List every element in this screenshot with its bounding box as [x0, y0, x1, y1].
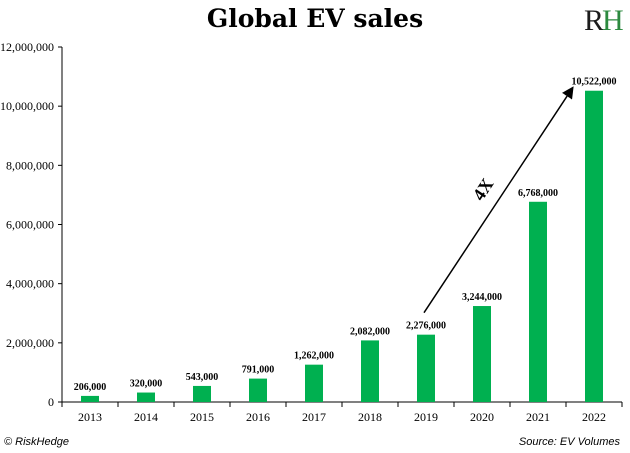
x-tick-label: 2022: [582, 410, 606, 424]
bar: [529, 201, 547, 402]
bar: [137, 392, 155, 402]
logo-letter-h: H: [602, 4, 624, 37]
data-label: 2,276,000: [406, 321, 446, 332]
y-tick-label: 2,000,000: [6, 336, 54, 350]
x-tick-label: 2018: [358, 410, 382, 424]
bar: [305, 364, 323, 402]
y-tick-label: 0: [48, 395, 54, 409]
y-tick-label: 8,000,000: [6, 158, 54, 172]
y-tick-label: 4,000,000: [6, 277, 54, 291]
bar: [361, 340, 379, 402]
data-label: 10,522,000: [572, 77, 617, 88]
riskhedge-logo: R H: [584, 4, 626, 38]
x-tick-label: 2016: [246, 410, 270, 424]
data-label: 791,000: [242, 365, 275, 376]
chart-title: Global EV sales: [206, 4, 424, 33]
x-tick-label: 2017: [302, 410, 326, 424]
bar: [417, 334, 435, 402]
data-label: 3,244,000: [462, 292, 502, 303]
x-tick-label: 2019: [414, 410, 438, 424]
copyright-notice: © RiskHedge: [4, 436, 69, 448]
bar: [585, 90, 603, 402]
data-label: 2,082,000: [350, 326, 390, 337]
data-label: 206,000: [74, 382, 107, 393]
logo-letter-r: R: [584, 4, 605, 37]
x-tick-label: 2015: [190, 410, 214, 424]
data-label: 320,000: [130, 379, 163, 390]
x-tick-label: 2013: [78, 410, 102, 424]
data-label: 6,768,000: [518, 188, 558, 199]
x-tick-label: 2014: [134, 410, 158, 424]
x-tick-label: 2021: [526, 410, 550, 424]
y-tick-label: 10,000,000: [0, 99, 54, 113]
data-label: 1,262,000: [294, 351, 334, 362]
x-tick-label: 2020: [470, 410, 494, 424]
y-tick-label: 12,000,000: [0, 40, 54, 54]
bar: [81, 395, 99, 402]
bar: [193, 385, 211, 402]
bar: [473, 306, 491, 402]
y-tick-label: 6,000,000: [6, 218, 54, 232]
growth-annotation-label: 4X: [469, 175, 498, 204]
data-label: 543,000: [186, 372, 219, 383]
source-note: Source: EV Volumes: [518, 436, 620, 448]
bar: [249, 378, 267, 402]
growth-arrow: [423, 86, 574, 314]
